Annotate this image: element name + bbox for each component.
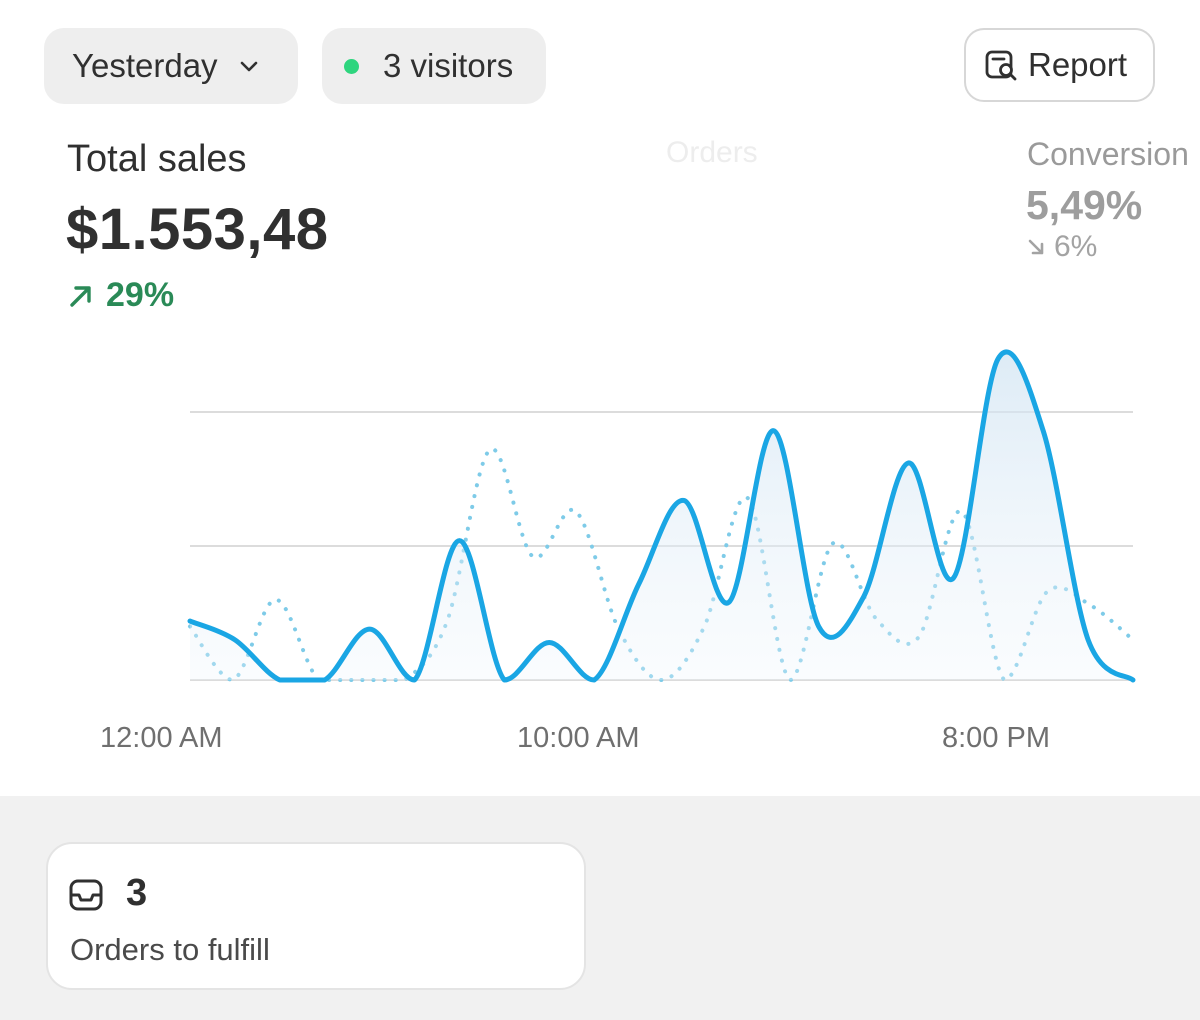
total-sales-change-value: 29% [106,276,175,314]
orders-to-fulfill-card[interactable]: 3 Orders to fulfill [46,842,586,990]
series-area-fill [190,351,1133,680]
conversion-change: 6% [1026,230,1097,264]
series-line-current [187,349,1136,683]
arrow-up-right-icon [70,285,91,307]
date-range-label: Yesterday [72,47,218,84]
orders-to-fulfill-count: 3 [126,872,148,914]
chevron-down-icon [240,61,257,72]
date-range-selector[interactable]: Yesterday [44,28,298,104]
bottom-section: 3 Orders to fulfill [0,796,1200,1020]
conversion-label[interactable]: Conversion [1027,136,1189,172]
x-tick-label: 8:00 PM [942,722,1050,754]
report-button[interactable]: Report [964,28,1155,102]
live-visitors-badge[interactable]: 3 visitors [322,28,546,104]
x-tick-label: 10:00 AM [517,722,640,754]
orders-tab-label[interactable]: Orders [666,136,758,169]
inbox-icon [69,879,103,911]
orders-to-fulfill-label: Orders to fulfill [70,932,270,967]
conversion-change-value: 6% [1054,230,1098,263]
total-sales-change: 29% [66,276,174,315]
sales-line-chart[interactable]: 12:00 AM 10:00 AM 8:00 PM [0,330,1200,770]
x-tick-label: 12:00 AM [100,722,223,754]
report-label: Report [1028,46,1128,83]
live-status-dot [344,58,359,74]
visitors-count: 3 visitors [383,47,514,84]
total-sales-label[interactable]: Total sales [67,138,247,180]
conversion-value: 5,49% [1026,182,1143,228]
arrow-down-right-icon [1028,239,1044,255]
total-sales-value: $1.553,48 [66,197,329,262]
report-search-icon [985,50,1017,81]
